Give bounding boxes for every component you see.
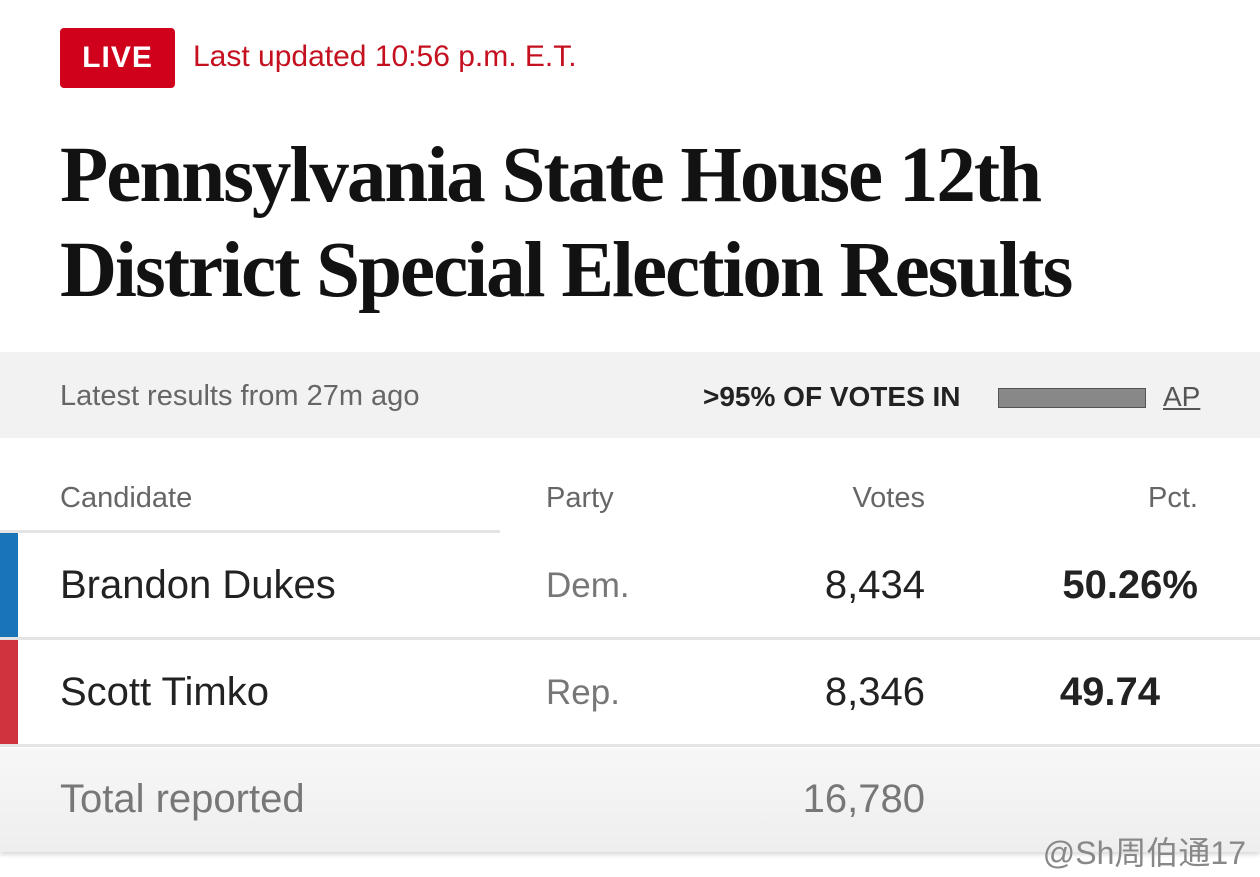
live-badge: LIVE	[60, 28, 175, 88]
percent: 49.74	[1059, 670, 1160, 714]
last-updated: Last updated 10:56 p.m. E.T.	[193, 40, 577, 73]
column-header: Party	[546, 482, 614, 514]
candidate: Brandon Dukes	[60, 563, 336, 607]
divider	[0, 530, 500, 533]
party: Rep.	[546, 673, 620, 712]
watermark: @Sh周伯通17	[1042, 835, 1246, 871]
total-votes: 16,780	[802, 777, 925, 821]
column-header: Candidate	[60, 482, 193, 514]
table-row	[0, 640, 1260, 747]
percent: 50.26%	[1062, 563, 1198, 607]
total-row	[0, 748, 1260, 852]
source-link[interactable]: AP	[1163, 381, 1201, 412]
column-header: Votes	[852, 482, 925, 514]
votes-in: >95% OF VOTES IN	[703, 381, 961, 412]
party: Dem.	[546, 566, 630, 605]
votes: 8,434	[824, 563, 925, 607]
party-stripe	[0, 640, 18, 744]
candidate: Scott Timko	[60, 670, 269, 714]
total-label: Total reported	[60, 777, 305, 821]
latest-results: Latest results from 27m ago	[60, 380, 420, 412]
column-header: Pct.	[1148, 482, 1198, 514]
table-row	[0, 533, 1260, 640]
progress-bar	[998, 388, 1146, 408]
votes: 8,346	[824, 670, 925, 714]
page-title: Pennsylvania State House 12th District S…	[60, 132, 1073, 314]
party-stripe	[0, 533, 18, 637]
